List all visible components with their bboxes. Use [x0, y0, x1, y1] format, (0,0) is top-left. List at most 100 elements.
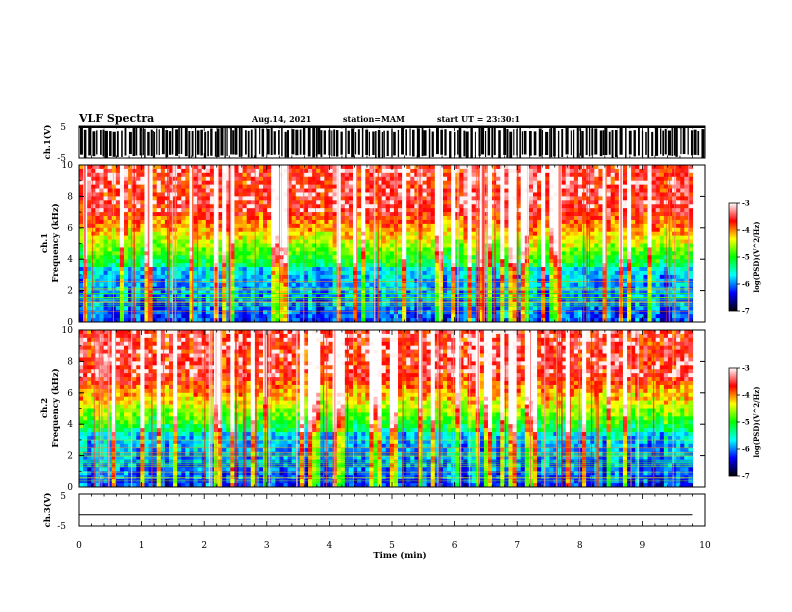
spectrogram-cell — [344, 196, 350, 201]
spectrogram-cell — [430, 180, 436, 186]
spectrogram-cell — [328, 223, 334, 229]
spectrogram-cell — [577, 255, 583, 260]
spectrogram-cell — [197, 168, 203, 174]
spectrogram-cell — [602, 208, 608, 213]
spectrogram-cell — [115, 243, 121, 249]
spectrogram-cell — [467, 231, 473, 237]
spectrogram-cell — [209, 200, 215, 205]
spectrogram-cell — [87, 165, 92, 170]
spectrogram-cell — [631, 172, 636, 178]
spectrogram-cell — [500, 184, 505, 190]
spectrogram-cell — [565, 168, 571, 174]
spectrogram-cell — [144, 208, 150, 213]
spectrogram-cell — [365, 243, 370, 249]
spectrogram-cell — [667, 267, 673, 272]
spectrogram-cell — [197, 235, 203, 241]
spectrogram-cell — [577, 270, 583, 276]
spectrogram-cell — [549, 227, 555, 233]
spectrogram-cell — [443, 200, 448, 205]
spectrogram-cell — [549, 216, 555, 221]
spectrogram-cell — [234, 251, 240, 256]
waveform-burst — [538, 128, 542, 157]
spectrogram-cell — [414, 196, 420, 201]
spectrogram-cell — [312, 235, 317, 241]
spectrogram-cell — [79, 192, 84, 197]
spectrogram-cell — [336, 251, 342, 256]
spectrogram-cell — [684, 270, 689, 276]
spectrogram-cell — [602, 227, 608, 233]
spectrogram-cell — [500, 188, 505, 194]
spectrogram-cell — [156, 243, 162, 249]
spectrogram-cell — [123, 200, 129, 205]
spectrogram-cell — [303, 200, 309, 205]
spectrogram-cell — [569, 192, 575, 197]
spectrogram-cell — [594, 247, 600, 252]
spectrogram-cell — [639, 227, 644, 233]
spectrogram-cell — [565, 196, 571, 201]
spectrogram-cell — [119, 212, 125, 217]
spectrogram-cell — [410, 200, 415, 205]
spectrogram-cell — [336, 223, 342, 229]
spectrogram-cell — [418, 176, 424, 182]
spectrogram-cell — [602, 267, 608, 272]
spectrogram-cell — [598, 231, 604, 237]
spectrogram-cell — [144, 255, 150, 260]
spectrogram-cell — [365, 184, 370, 190]
spectrogram-cell — [565, 192, 571, 197]
spectrogram-cell — [532, 192, 538, 197]
spectrogram-cell — [406, 259, 411, 264]
spectrogram-cell — [631, 219, 636, 225]
spectrogram-cell — [659, 192, 665, 197]
spectrogram-cell — [324, 192, 330, 197]
spectrogram-cell — [299, 192, 305, 197]
spectrogram-cell — [348, 263, 354, 268]
spectrogram-cell — [291, 188, 297, 194]
spectrogram-cell — [128, 255, 133, 260]
spectrogram-cell — [377, 165, 383, 170]
spectrogram-cell — [512, 255, 518, 260]
spectrogram-cell — [361, 176, 366, 182]
spectrogram-cell — [103, 219, 109, 225]
spectrogram-cell — [483, 172, 489, 178]
spectrogram-cell — [181, 208, 186, 213]
spectrogram-cell — [496, 255, 501, 260]
spectrogram-cell — [344, 243, 350, 249]
spectrogram-cell — [283, 192, 289, 197]
spectrogram-cell — [447, 204, 452, 209]
spectrogram-cell — [373, 255, 379, 260]
spectrogram-cell — [447, 223, 452, 229]
spectrogram-cell — [340, 192, 346, 197]
spectrogram-cell — [414, 274, 420, 280]
spectrogram-cell — [308, 259, 313, 264]
spectrogram-cell — [676, 168, 681, 174]
spectrogram-cell — [680, 251, 685, 256]
spectrogram-cell — [222, 196, 227, 201]
spectrogram-cell — [459, 168, 465, 174]
spectrogram-cell — [406, 188, 411, 194]
spectrogram-cell — [250, 180, 256, 186]
spectrogram-cell — [99, 263, 105, 268]
spectrogram-cell — [152, 168, 158, 174]
spectrogram-cell — [344, 251, 350, 256]
spectrogram-cell — [528, 200, 534, 205]
spectrogram-cell — [254, 227, 260, 233]
spectrogram-cell — [565, 235, 571, 241]
spectrogram-cell — [577, 274, 583, 280]
date-label: Aug.14, 2021 — [251, 114, 311, 124]
spectrogram-cell — [582, 251, 587, 256]
spectrogram-cell — [295, 231, 301, 237]
waveform-burst — [463, 130, 466, 157]
spectrogram-cell — [287, 267, 293, 272]
spectrogram-cell — [467, 172, 473, 178]
spectrogram-cell — [79, 251, 84, 256]
spectrogram-cell — [107, 267, 113, 272]
spectrogram-cell — [561, 184, 567, 190]
spectrogram-cell — [246, 196, 252, 201]
spectrogram-cell — [344, 188, 350, 194]
waveform-burst — [335, 130, 339, 157]
spectrogram-cell — [385, 192, 391, 197]
spectrogram-cell — [103, 208, 109, 213]
spectrogram-cell — [340, 184, 346, 190]
spectrogram-cell — [361, 255, 366, 260]
spectrogram-cell — [483, 259, 489, 264]
